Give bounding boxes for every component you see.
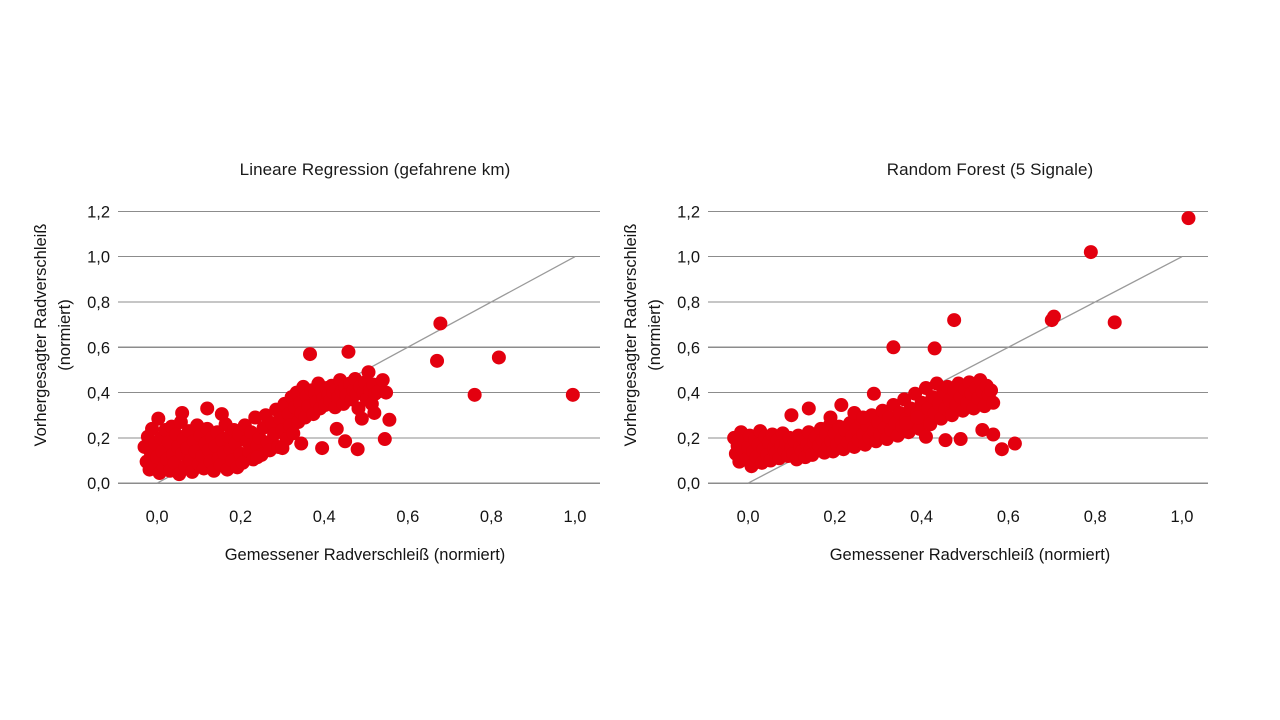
y-tick-1: 0,2 <box>87 430 110 448</box>
y-tick-2: 0,4 <box>677 385 700 403</box>
data-point <box>565 387 580 402</box>
y-tick-5: 1,0 <box>677 249 700 267</box>
y-tick-labels-right: 0,0 0,2 0,4 0,6 0,8 1,0 1,2 <box>677 203 700 493</box>
data-point <box>856 410 871 425</box>
y-tick-4: 0,8 <box>87 294 110 312</box>
scatter-plot-left: 0,0 0,2 0,4 0,6 0,8 1,0 1,2 0,0 0,2 0,4 0,6 0,8 1,0… <box>32 203 600 564</box>
chart-panel-random-forest: Random Forest (5 Signale) 0,0 0,2 0,4 0,6 0,… <box>620 160 1260 580</box>
y-tick-0: 0,0 <box>677 475 700 493</box>
y-axis-title-right-line2: (normiert) <box>646 299 664 371</box>
x-tick-labels-left: 0,0 0,2 0,4 0,6 0,8 1,0 <box>146 508 587 526</box>
data-point <box>1007 436 1022 451</box>
data-point <box>1046 309 1061 324</box>
scatter-plot-right: 0,0 0,2 0,4 0,6 0,8 1,0 1,2 0,0 0,2 0,4 0,6 0,8 1,0… <box>622 203 1208 564</box>
data-point <box>375 373 390 388</box>
y-axis-title-left-line1: Vorhergesagter Radverschleiß <box>32 224 50 447</box>
data-point <box>382 412 397 427</box>
y-tick-3: 0,6 <box>677 339 700 357</box>
data-point <box>329 421 344 436</box>
y-tick-4: 0,8 <box>677 294 700 312</box>
data-point <box>145 421 160 436</box>
data-point <box>1083 245 1098 260</box>
data-point <box>899 416 914 431</box>
data-point <box>866 386 881 401</box>
data-point <box>303 347 318 362</box>
data-point <box>927 341 942 356</box>
data-point <box>286 426 301 441</box>
data-point <box>886 340 901 355</box>
data-point <box>151 411 166 426</box>
y-axis-title-right-line1: Vorhergesagter Radverschleiß <box>622 224 640 447</box>
data-point <box>341 344 356 359</box>
data-point <box>338 434 353 449</box>
data-point <box>834 398 849 413</box>
x-tick-4: 0,8 <box>480 508 503 526</box>
data-point <box>986 427 1001 442</box>
y-axis-title-left-line2: (normiert) <box>56 299 74 371</box>
chart-title-right: Random Forest (5 Signale) <box>886 160 1094 179</box>
x-tick-3: 0,6 <box>396 508 419 526</box>
data-point <box>953 432 968 447</box>
y-tick-labels-left: 0,0 0,2 0,4 0,6 0,8 1,0 1,2 <box>87 203 110 493</box>
data-point <box>938 433 953 448</box>
data-point <box>275 441 290 456</box>
data-point <box>823 410 838 425</box>
data-points-right <box>727 211 1196 474</box>
data-point <box>250 450 265 465</box>
data-point <box>367 405 382 420</box>
x-tick-0: 0,0 <box>146 508 169 526</box>
data-point <box>377 432 392 447</box>
data-point <box>294 436 309 451</box>
data-point <box>994 442 1009 457</box>
data-point <box>986 395 1001 410</box>
data-point <box>801 401 816 416</box>
data-point <box>430 353 445 368</box>
data-point <box>918 429 933 444</box>
data-point <box>315 441 330 456</box>
x-tick-5: 1,0 <box>1170 508 1193 526</box>
data-point <box>975 422 990 437</box>
x-tick-labels-right: 0,0 0,2 0,4 0,6 0,8 1,0 <box>737 508 1194 526</box>
x-tick-1: 0,2 <box>823 508 846 526</box>
data-point <box>467 387 482 402</box>
chart-title-left: Lineare Regression (gefahrene km) <box>239 160 511 179</box>
data-points-left <box>137 316 580 482</box>
data-point <box>923 417 938 432</box>
data-point <box>491 350 506 365</box>
data-point <box>350 442 365 457</box>
y-tick-6: 1,2 <box>677 203 700 221</box>
x-tick-4: 0,8 <box>1084 508 1107 526</box>
data-point <box>433 316 448 331</box>
data-point <box>984 383 999 398</box>
data-point <box>214 407 229 422</box>
chart-panel-linear-regression: Lineare Regression (gefahrene km) 0,0 0,2… <box>20 160 620 580</box>
x-tick-0: 0,0 <box>737 508 760 526</box>
data-point <box>200 401 215 416</box>
data-point <box>354 411 369 426</box>
y-tick-1: 0,2 <box>677 430 700 448</box>
data-point <box>248 410 263 425</box>
y-tick-3: 0,6 <box>87 339 110 357</box>
data-point <box>175 405 190 420</box>
y-tick-2: 0,4 <box>87 385 110 403</box>
data-point <box>379 385 394 400</box>
data-point <box>1181 211 1196 226</box>
y-tick-5: 1,0 <box>87 249 110 267</box>
x-axis-title-right: Gemessener Radverschleiß (normiert) <box>830 546 1111 564</box>
data-point <box>947 313 962 328</box>
x-axis-title-left: Gemessener Radverschleiß (normiert) <box>225 546 506 564</box>
data-point <box>361 365 376 380</box>
y-tick-6: 1,2 <box>87 203 110 221</box>
x-tick-2: 0,4 <box>313 508 336 526</box>
data-point <box>1107 315 1122 330</box>
x-tick-3: 0,6 <box>997 508 1020 526</box>
x-tick-2: 0,4 <box>910 508 933 526</box>
x-tick-1: 0,2 <box>229 508 252 526</box>
x-tick-5: 1,0 <box>563 508 586 526</box>
data-point <box>784 408 799 423</box>
y-tick-0: 0,0 <box>87 475 110 493</box>
data-point <box>910 410 925 425</box>
